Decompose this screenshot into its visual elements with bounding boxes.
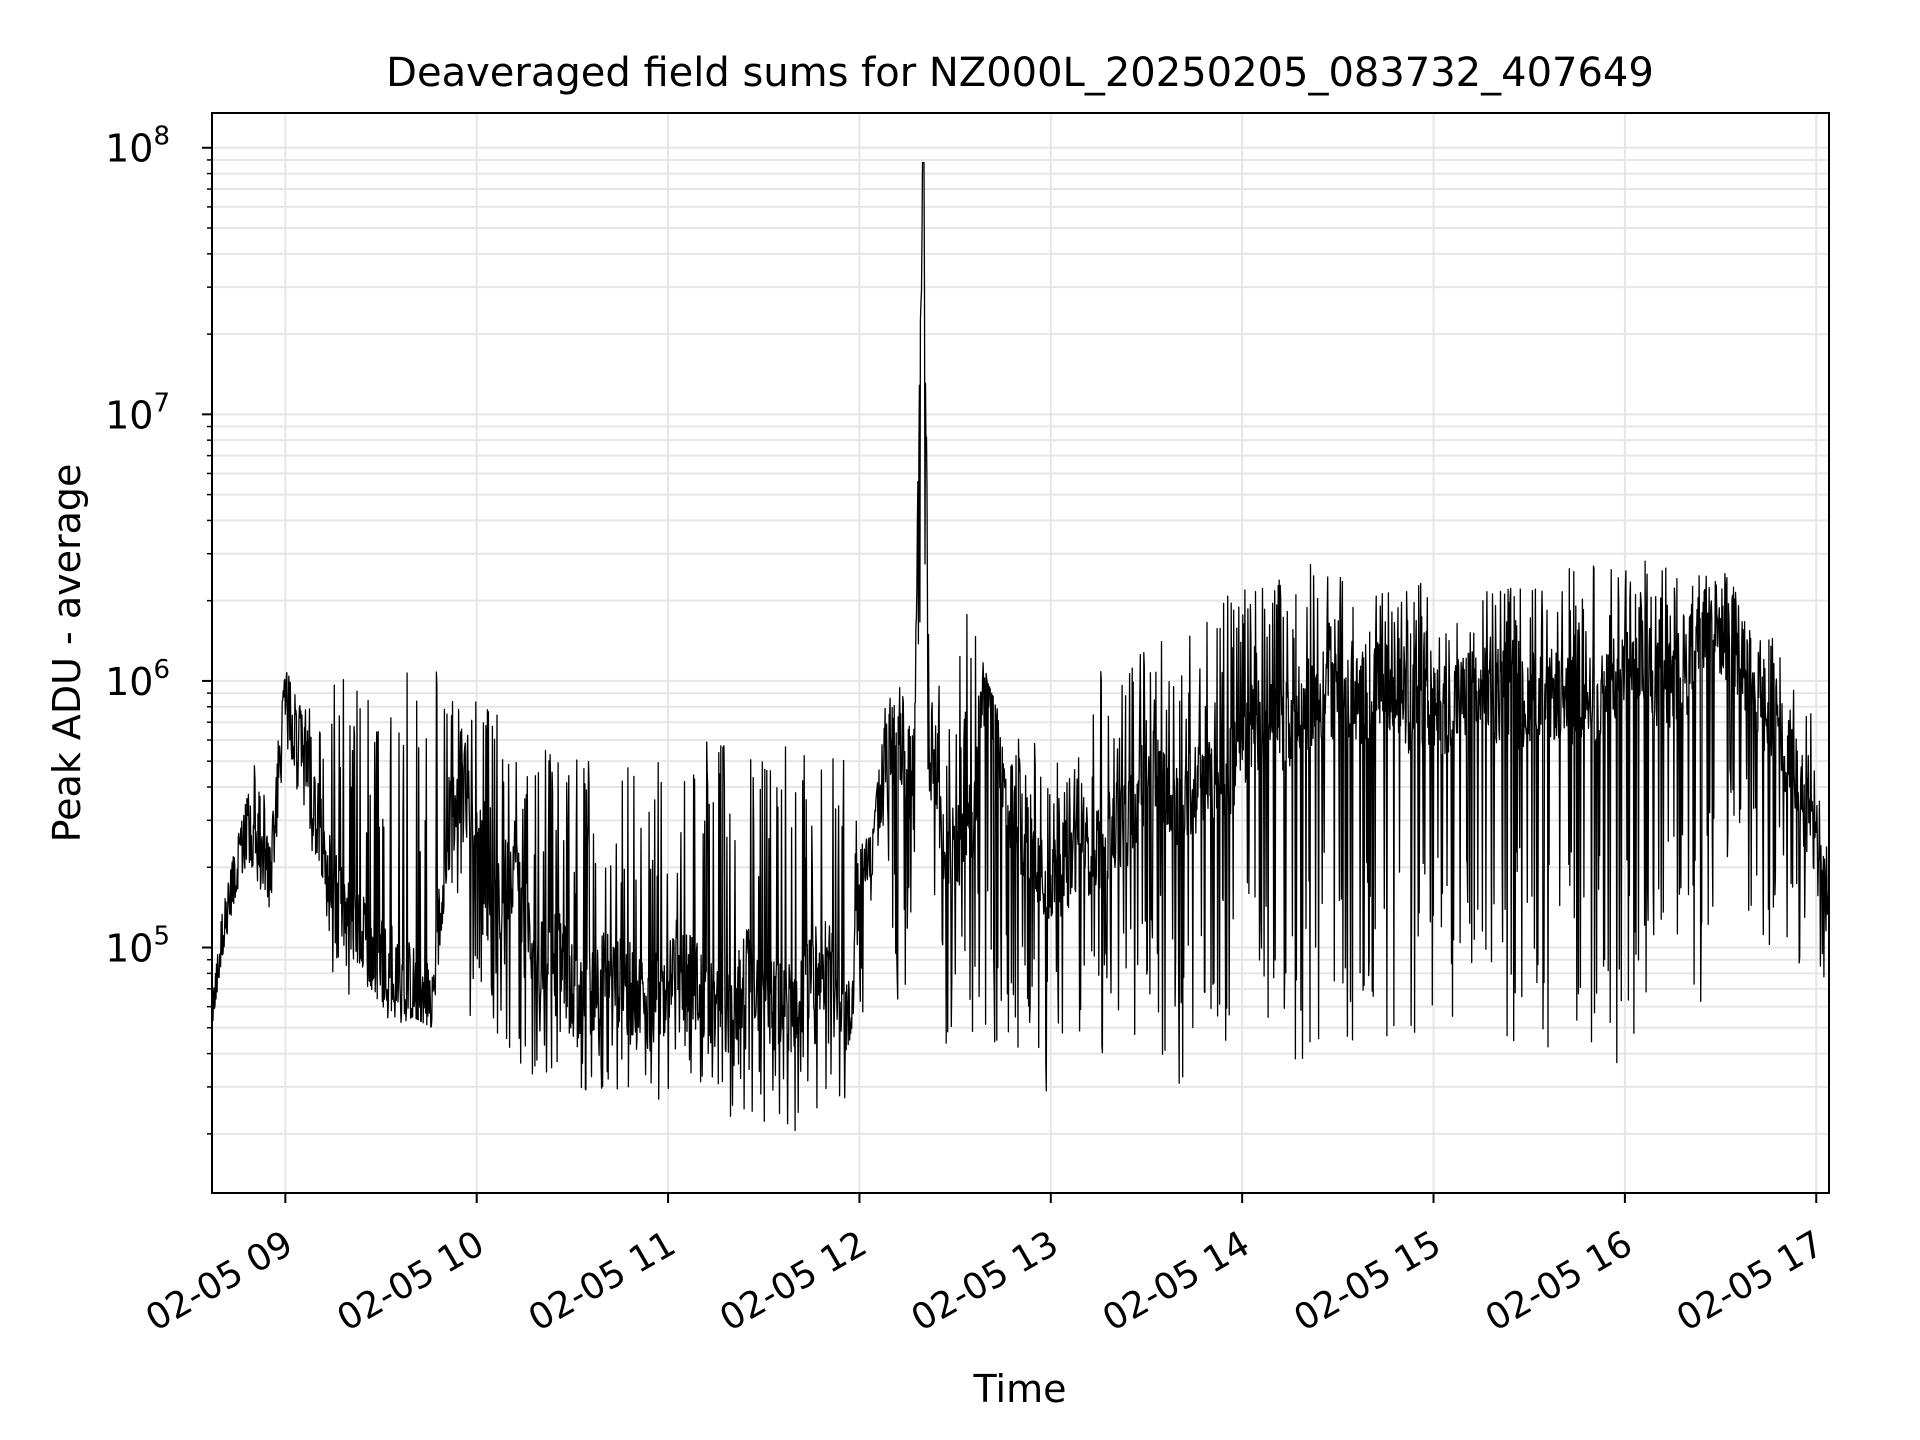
x-axis-label: Time bbox=[973, 1367, 1067, 1411]
y-tick-label: 107 bbox=[105, 388, 170, 437]
plot-frame bbox=[211, 112, 1830, 1194]
y-axis-label: Peak ADU - average bbox=[45, 464, 89, 843]
y-tick-label: 105 bbox=[105, 922, 170, 971]
series-line bbox=[211, 161, 1830, 1132]
data-series bbox=[211, 161, 1830, 1132]
y-axis: 105 106 107 108 bbox=[105, 122, 212, 1135]
chart-title: Deaveraged field sums for NZ000L_2025020… bbox=[386, 50, 1654, 96]
y-tick-label: 108 bbox=[105, 122, 170, 171]
y-tick-label: 106 bbox=[105, 655, 170, 704]
